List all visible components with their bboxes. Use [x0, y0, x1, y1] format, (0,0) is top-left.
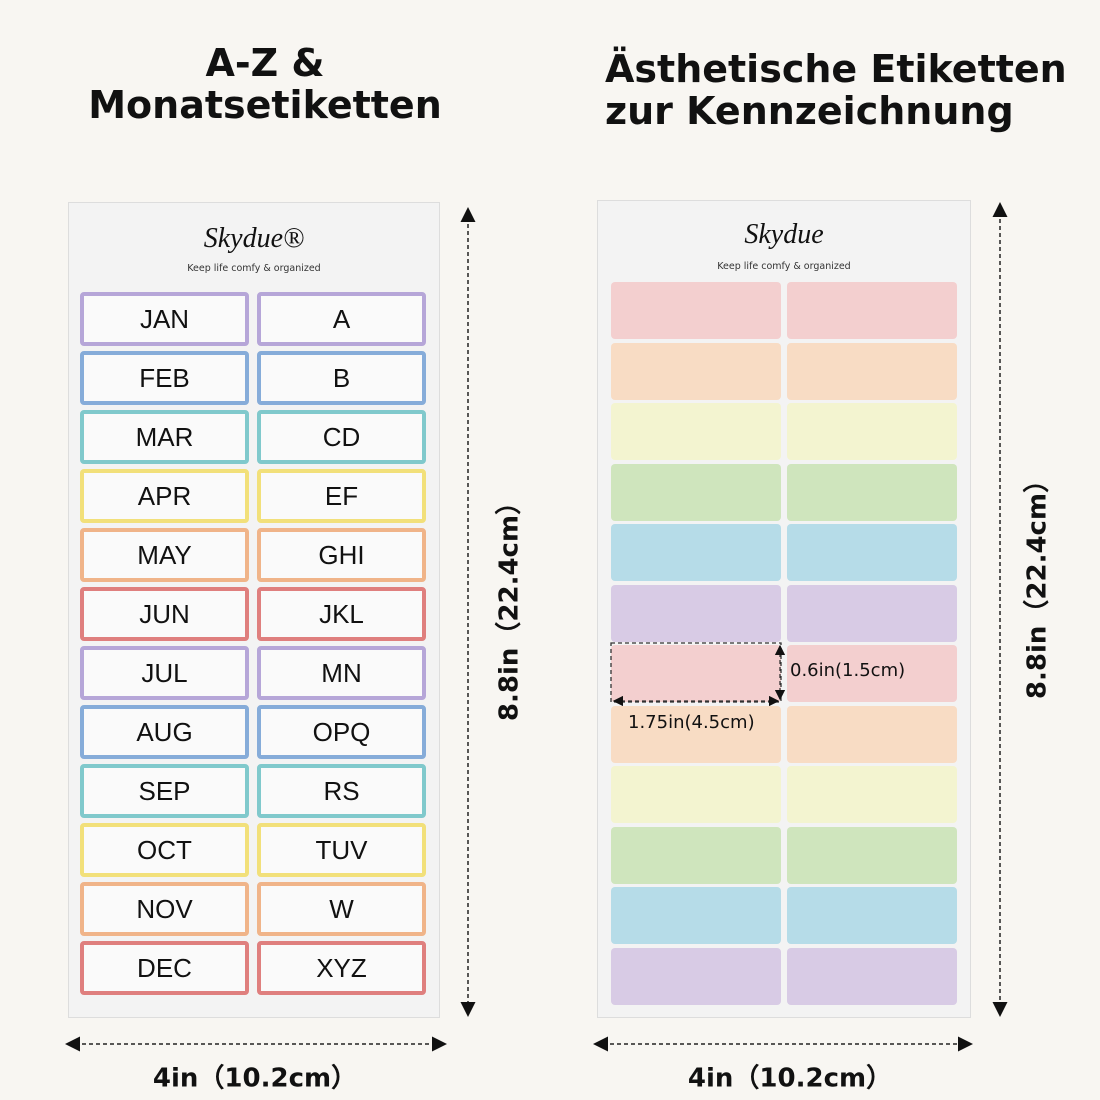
blank-label: [787, 524, 957, 581]
month-label: FEB: [80, 351, 249, 405]
brand: Skydue: [744, 219, 824, 250]
blank-label: [787, 705, 957, 763]
blank-label: [787, 645, 957, 702]
label-width: 1.75in(4.5cm): [628, 712, 755, 733]
blank-label: [611, 524, 781, 581]
tagline: Keep life comfy & organized: [717, 261, 851, 272]
month-label: OCT: [80, 823, 249, 877]
blank-label: [611, 342, 781, 400]
month-label: SEP: [80, 764, 249, 818]
month-label: GHI: [257, 528, 426, 582]
month-label: TUV: [257, 823, 426, 877]
blank-label: [787, 826, 957, 884]
month-label: DEC: [80, 941, 249, 995]
blank-label: [787, 463, 957, 521]
month-label: JKL: [257, 587, 426, 641]
blank-label: [787, 766, 957, 823]
label-height: 0.6in(1.5cm): [790, 660, 906, 681]
month-label: JAN: [80, 292, 249, 346]
title-line: zur Kennzeichnung: [605, 89, 1014, 133]
month-label: APR: [80, 469, 249, 523]
title-line: Ästhetische Etiketten: [605, 47, 1067, 91]
month-label: MN: [257, 646, 426, 700]
blank-label: [787, 403, 957, 460]
width-dimension: 4in（10.2cm）: [152, 1063, 358, 1094]
right-title: Ästhetische Etiketten zur Kennzeichnung: [605, 48, 1067, 132]
month-label: RS: [257, 764, 426, 818]
blank-label: [611, 766, 781, 823]
month-label: W: [257, 882, 426, 936]
blank-label: [787, 947, 957, 1005]
blank-label: [611, 463, 781, 521]
title-line: A-Z &: [205, 41, 325, 85]
blank-label: [611, 826, 781, 884]
blank-label: [611, 584, 781, 642]
month-label: NOV: [80, 882, 249, 936]
blank-label: [787, 282, 957, 339]
left-title: A-Z & Monatsetiketten: [0, 42, 530, 126]
blank-label: [787, 887, 957, 944]
month-label: MAY: [80, 528, 249, 582]
blank-label: [611, 887, 781, 944]
month-label: JUL: [80, 646, 249, 700]
tagline: Keep life comfy & organized: [187, 263, 321, 274]
month-label: MAR: [80, 410, 249, 464]
month-label: AUG: [80, 705, 249, 759]
blank-label: [787, 584, 957, 642]
title-line: Monatsetiketten: [88, 83, 442, 127]
month-label: OPQ: [257, 705, 426, 759]
blank-label: [611, 705, 781, 763]
width-dimension: 4in（10.2cm）: [687, 1063, 893, 1094]
month-label: JUN: [80, 587, 249, 641]
brand: Skydue®: [203, 223, 305, 254]
month-label: CD: [257, 410, 426, 464]
blank-label: [787, 342, 957, 400]
blank-label: [611, 947, 781, 1005]
blank-label: [611, 645, 781, 702]
month-label: B: [257, 351, 426, 405]
blank-label: [611, 282, 781, 339]
blank-label: [611, 403, 781, 460]
month-label: A: [257, 292, 426, 346]
month-label: XYZ: [257, 941, 426, 995]
month-label: EF: [257, 469, 426, 523]
